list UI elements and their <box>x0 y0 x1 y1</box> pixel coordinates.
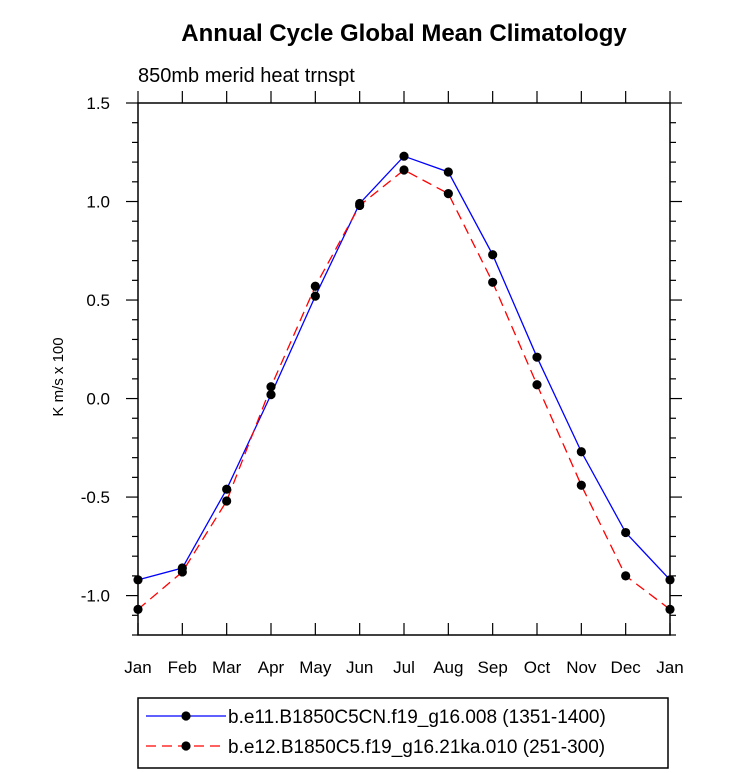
legend-label-1: b.e11.B1850C5CN.f19_g16.008 (1351-1400) <box>228 707 606 728</box>
plot-frame <box>137 102 671 636</box>
data-point-s2 <box>399 165 409 175</box>
y-tick-label: 1.5 <box>86 94 110 113</box>
data-point-s1 <box>222 484 232 494</box>
data-point-s1 <box>621 527 631 538</box>
y-axis-label: K m/s x 100 <box>50 337 67 416</box>
x-tick-label: Apr <box>258 658 285 677</box>
legend-box <box>137 697 669 769</box>
x-tick-label: Oct <box>524 658 551 677</box>
x-tick-label: Jun <box>346 658 373 677</box>
data-point-s2 <box>621 571 631 581</box>
data-point-s1 <box>576 447 586 457</box>
chart-title: Annual Cycle Global Mean Climatology <box>181 20 627 47</box>
data-point-s2 <box>532 380 542 390</box>
x-tick-label: Feb <box>168 658 197 677</box>
x-tick-label: May <box>299 658 332 677</box>
y-tick-label: 0.0 <box>86 390 110 409</box>
series-layer <box>133 151 675 614</box>
x-tick-label: Jan <box>656 658 683 677</box>
y-tick-label: 1.0 <box>86 193 110 212</box>
x-tick-label: Jul <box>393 658 415 677</box>
data-point-s2 <box>576 480 586 490</box>
data-point-s2 <box>222 496 232 506</box>
data-point-s1 <box>488 250 498 260</box>
data-point-s2 <box>355 200 365 211</box>
legend-label-2: b.e12.B1850C5.f19_g16.21ka.010 (251-300) <box>228 737 605 758</box>
data-point-s2 <box>488 277 498 287</box>
data-point-s2 <box>133 604 143 614</box>
data-point-s1 <box>665 575 675 585</box>
y-tick-label: -1.0 <box>81 587 110 606</box>
data-point-s2 <box>177 567 187 577</box>
data-point-s2 <box>266 382 276 392</box>
data-point-s1 <box>133 575 143 585</box>
data-point-s1 <box>266 390 276 400</box>
data-point-s1 <box>310 291 320 301</box>
legend: b.e11.B1850C5CN.f19_g16.008 (1351-1400) b… <box>146 707 606 758</box>
data-point-s2 <box>310 281 320 291</box>
data-point-s2 <box>443 189 453 199</box>
x-tick-label: Nov <box>566 658 597 677</box>
legend-marker-2 <box>181 741 191 751</box>
y-tick-label: 0.5 <box>86 291 110 310</box>
series-line-1 <box>137 155 671 581</box>
data-point-s1 <box>532 352 542 362</box>
data-point-s2 <box>665 604 675 614</box>
x-tick-label: Sep <box>478 658 508 677</box>
x-tick-label: Aug <box>433 658 463 677</box>
chart-subtitle: 850mb merid heat trnspt <box>138 65 355 87</box>
x-tick-label: Dec <box>611 658 642 677</box>
x-tick-label: Jan <box>124 658 151 677</box>
series-line-2 <box>137 169 671 610</box>
data-point-s1 <box>443 167 453 177</box>
data-point-s1 <box>399 151 409 161</box>
y-tick-label: -0.5 <box>81 488 110 507</box>
axis-ticks: Jan Feb Mar Apr May Jun Jul Aug Sep Oct Nov Dec Jan -… <box>81 91 684 677</box>
x-tick-label: Mar <box>212 658 242 677</box>
legend-marker-1 <box>181 711 191 721</box>
